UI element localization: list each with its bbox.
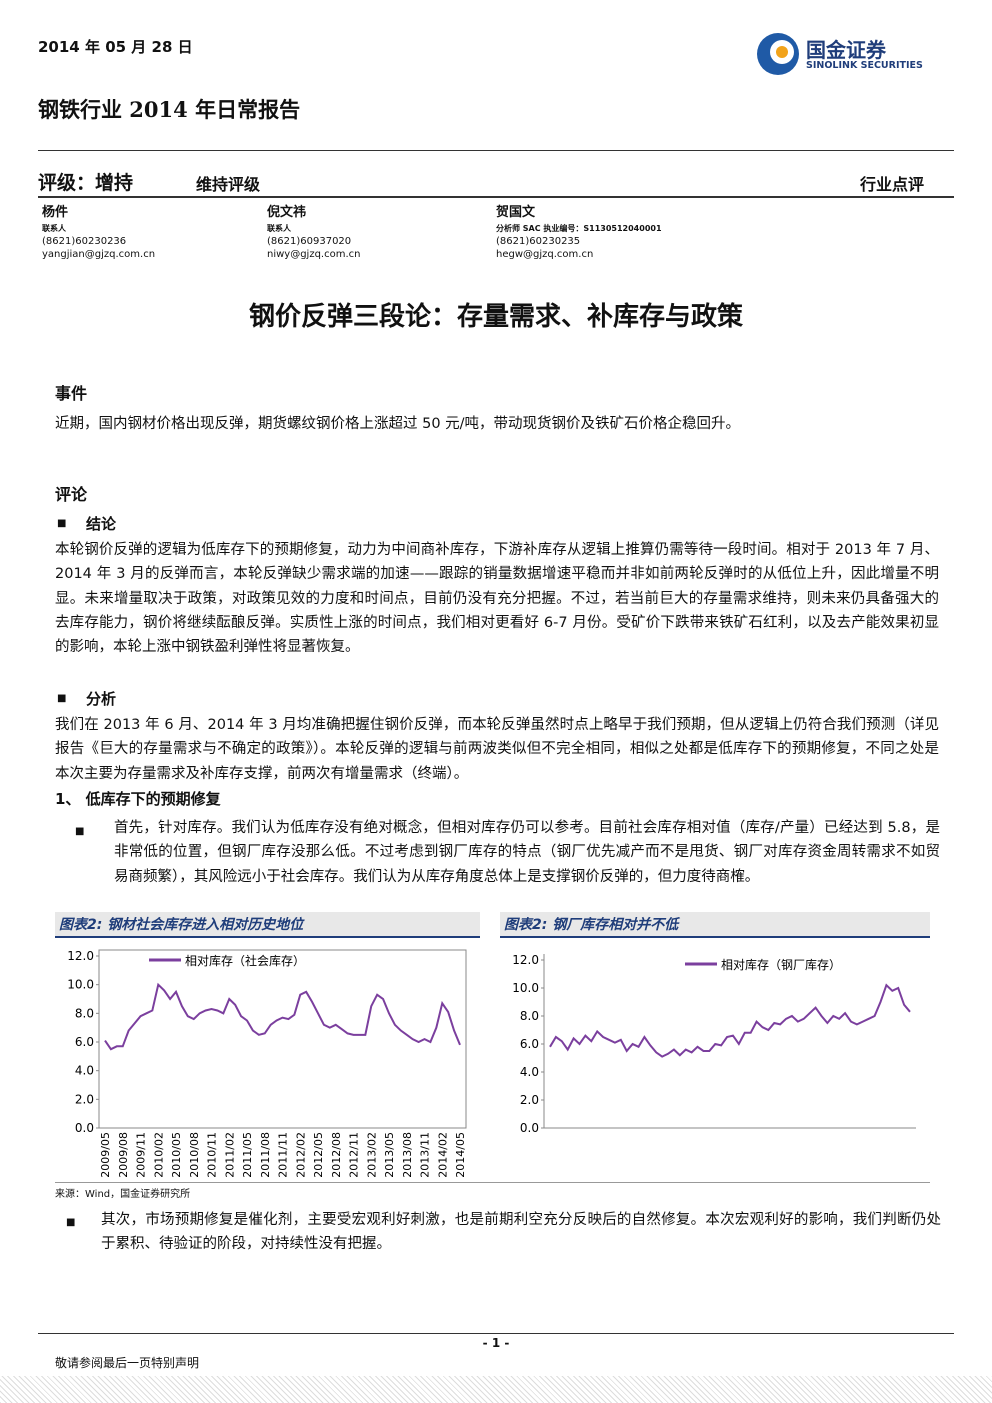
- analyst-name: 倪文祎: [267, 205, 307, 220]
- date: 2014 年 05 月 28 日: [38, 38, 193, 56]
- x-tick-label: 2012/02: [294, 1132, 307, 1178]
- y-tick-label: 0.0: [520, 1121, 539, 1135]
- y-tick-label: 12.0: [67, 949, 94, 963]
- chart-title: 图表2: 钢材社会库存进入相对历史地位: [55, 912, 480, 938]
- y-tick-label: 8.0: [75, 1006, 94, 1020]
- bullet-icon: ■: [66, 1217, 76, 1228]
- footer-band: [0, 1376, 992, 1403]
- analyst-email: yangjian@gjzq.com.cn: [42, 249, 156, 260]
- chart: 0.0 2.0 4.0 6.0 8.0 10.0 12.0 相对库存（社会库存） 2009/05…: [67, 949, 467, 1178]
- section-heading: 事件: [55, 384, 88, 403]
- y-tick-label: 8.0: [520, 1009, 539, 1023]
- report-title: 钢铁行业 2014 年日常报告: [38, 97, 301, 122]
- section-heading: 评论: [55, 485, 88, 504]
- x-tick-label: 2011/05: [241, 1132, 254, 1178]
- numbered-heading: 1、 低库存下的预期修复: [55, 790, 221, 808]
- analyst-role: 联系人: [42, 224, 66, 233]
- logo-cn: 国金证券: [806, 38, 886, 62]
- legend-label: 相对库存（钢厂库存）: [721, 957, 841, 972]
- main-title: 钢价反弹三段论：存量需求、补库存与政策: [248, 302, 743, 332]
- x-tick-label: 2009/05: [99, 1132, 112, 1178]
- logo-en: SINOLINK SECURITIES: [806, 60, 923, 71]
- page-number: - 1 -: [482, 1336, 510, 1350]
- bullet-text: 首先，针对库存。我们认为低库存没有绝对概念，但相对库存仍可以参考。目前社会库存相…: [114, 820, 940, 885]
- analyst: 贺国文 分析师 SAC 执业编号：S1130512040001 (8621)60…: [496, 204, 776, 261]
- analyst: 倪文祎 联系人 (8621)60937020 niwy@gjzq.com.cn: [267, 204, 467, 261]
- x-tick-label: 2014/02: [436, 1132, 449, 1178]
- x-tick-label: 2013/05: [383, 1132, 396, 1178]
- x-tick-label: 2012/08: [330, 1132, 343, 1178]
- x-tick-label: 2010/11: [206, 1132, 219, 1178]
- x-tick-label: 2010/08: [188, 1132, 201, 1178]
- chart: 0.0 2.0 4.0 6.0 8.0 10.0 12.0 相对库存（钢厂库存）: [512, 953, 916, 1135]
- y-tick-label: 2.0: [520, 1093, 539, 1107]
- paragraph: 近期，国内钢材价格出现反弹，期货螺纹钢价格上涨超过 50 元/吨，带动现货钢价及…: [55, 416, 741, 432]
- analyst-email: niwy@gjzq.com.cn: [267, 249, 361, 260]
- x-tick-label: 2010/02: [152, 1132, 165, 1178]
- rule: [55, 1182, 930, 1183]
- x-tick-label: 2011/02: [223, 1132, 236, 1178]
- x-tick-label: 2013/02: [365, 1132, 378, 1178]
- analyst-email: hegw@gjzq.com.cn: [496, 249, 594, 260]
- analyst-name: 贺国文: [496, 205, 536, 220]
- x-tick-label: 2013/11: [419, 1132, 432, 1178]
- analyst-role: 分析师 SAC 执业编号：S1130512040001: [496, 224, 662, 233]
- x-tick-label: 2014/05: [454, 1132, 467, 1178]
- analyst-role: 联系人: [267, 224, 291, 233]
- bullet-icon: ■: [75, 826, 85, 837]
- bullet-icon: ■: [57, 518, 67, 529]
- rule: [38, 1333, 954, 1334]
- x-tick-label: 2013/08: [401, 1132, 414, 1178]
- x-tick-label: 2009/08: [117, 1132, 130, 1178]
- analyst: 杨件 联系人 (8621)60230236 yangjian@gjzq.com.…: [42, 204, 242, 261]
- rule: [38, 196, 954, 198]
- x-tick-label: 2010/05: [170, 1132, 183, 1178]
- source: 来源：Wind，国金证券研究所: [55, 1189, 191, 1200]
- paragraph: 我们在 2013 年 6 月、2014 年 3 月均准确把握住钢价反弹，而本轮反…: [55, 717, 939, 782]
- y-tick-label: 4.0: [520, 1065, 539, 1079]
- y-tick-label: 6.0: [520, 1037, 539, 1051]
- x-tick-label: 2012/11: [348, 1132, 361, 1178]
- rule: [38, 150, 954, 151]
- rating: 评级：增持: [38, 172, 134, 194]
- paragraph: 本轮钢价反弹的逻辑为低库存下的预期修复，动力为中间商补库存，下游补库存从逻辑上推…: [55, 542, 939, 656]
- x-tick-label: 2009/11: [135, 1132, 148, 1178]
- analyst-phone: (8621)60230236: [42, 236, 127, 247]
- logo-icon: [757, 33, 799, 75]
- plot-frame: [544, 954, 916, 1128]
- y-tick-label: 0.0: [75, 1121, 94, 1135]
- analyst-phone: (8621)60230235: [496, 236, 581, 247]
- series-line: [104, 982, 461, 1051]
- y-tick-label: 10.0: [67, 978, 94, 992]
- sub-heading: 结论: [86, 515, 117, 533]
- report-category: 行业点评: [860, 175, 925, 194]
- y-tick-label: 6.0: [75, 1035, 94, 1049]
- chart-title: 图表2: 钢厂库存相对并不低: [500, 912, 930, 938]
- rating-maintain: 维持评级: [196, 175, 261, 194]
- x-tick-label: 2011/08: [259, 1132, 272, 1178]
- sub-heading: 分析: [86, 690, 117, 708]
- bullet-text: 其次，市场预期修复是催化剂，主要受宏观利好刺激，也是前期利空充分反映后的自然修复…: [101, 1212, 941, 1253]
- bullet-icon: ■: [57, 693, 67, 704]
- y-tick-label: 10.0: [512, 981, 539, 995]
- disclaimer: 敬请参阅最后一页特别声明: [55, 1356, 200, 1370]
- x-tick-label: 2011/11: [277, 1132, 290, 1178]
- series-line: [549, 983, 911, 1058]
- y-tick-label: 2.0: [75, 1092, 94, 1106]
- x-tick-label: 2012/05: [312, 1132, 325, 1178]
- y-tick-label: 4.0: [75, 1064, 94, 1078]
- analyst-name: 杨件: [42, 205, 69, 220]
- analyst-phone: (8621)60937020: [267, 236, 352, 247]
- legend-label: 相对库存（社会库存）: [185, 953, 305, 968]
- y-tick-label: 12.0: [512, 953, 539, 967]
